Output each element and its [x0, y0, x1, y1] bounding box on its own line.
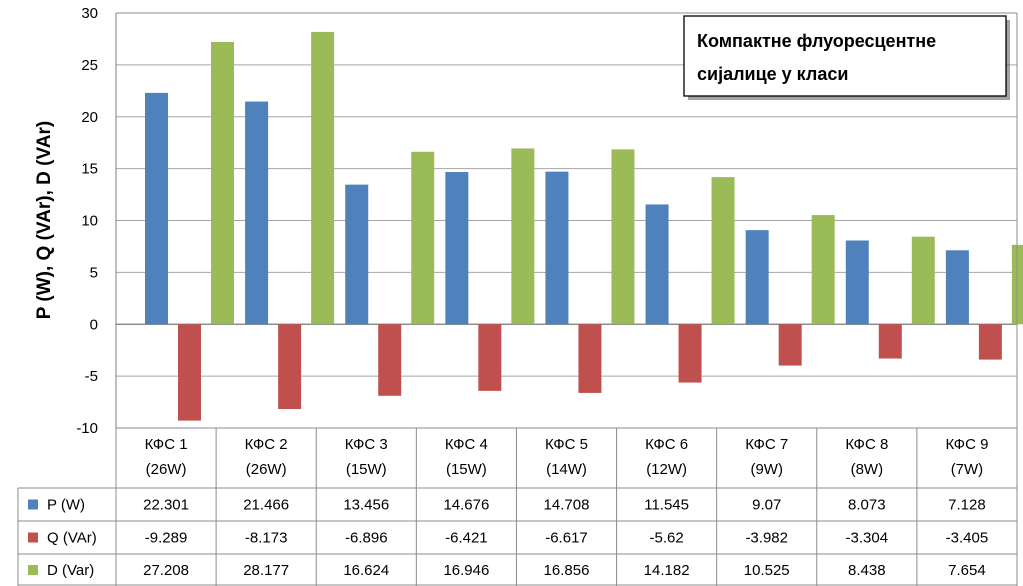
bar-p	[545, 171, 569, 325]
bar-p	[645, 204, 669, 325]
data-label: -8.173	[245, 530, 288, 547]
x-tick-label: КФС 6	[645, 436, 688, 453]
bar-q	[478, 324, 502, 391]
bar-d	[511, 148, 535, 325]
x-tick-label: (7W)	[951, 461, 984, 478]
x-tick-label: (26W)	[246, 461, 287, 478]
x-tick-label: (9W)	[750, 461, 783, 478]
y-tick-label: 0	[90, 316, 98, 333]
x-tick-label: КФС 9	[945, 436, 988, 453]
legend-label: P (W)	[47, 497, 85, 514]
x-tick-label: КФС 3	[345, 436, 388, 453]
x-tick-label: (8W)	[851, 461, 884, 478]
data-label: 16.946	[443, 562, 489, 579]
data-label: 14.676	[443, 497, 489, 514]
x-tick-label: КФС 8	[845, 436, 888, 453]
bar-q	[678, 324, 702, 383]
x-tick-label: (26W)	[146, 461, 187, 478]
y-tick-label: -5	[85, 368, 98, 385]
x-tick-label: (14W)	[546, 461, 587, 478]
data-label: 14.182	[644, 562, 690, 579]
bar-p	[945, 250, 969, 325]
data-label: 16.624	[343, 562, 389, 579]
x-tick-label: КФС 1	[145, 436, 188, 453]
data-label: 14.708	[544, 497, 590, 514]
data-label: 11.545	[644, 497, 689, 514]
legend-label: Q (VAr)	[47, 530, 97, 547]
legend-key	[28, 499, 38, 510]
bar-q	[278, 324, 302, 410]
data-label: 13.456	[343, 497, 389, 514]
bar-d	[911, 236, 935, 325]
x-tick-label: КФС 2	[245, 436, 288, 453]
bar-q	[878, 324, 902, 359]
data-label: 10.525	[744, 562, 790, 579]
y-tick-label: 10	[81, 213, 98, 230]
data-label: 27.208	[143, 562, 189, 579]
x-tick-label: (12W)	[646, 461, 687, 478]
y-tick-label: 15	[81, 161, 98, 178]
legend-key	[28, 532, 38, 543]
data-label: -6.421	[445, 530, 488, 547]
x-tick-label: КФС 4	[445, 436, 488, 453]
data-label: 7.128	[948, 497, 986, 514]
data-label: -3.982	[745, 530, 788, 547]
data-label: 16.856	[544, 562, 590, 579]
legend-key	[28, 565, 38, 575]
data-label: -5.62	[650, 530, 684, 547]
bar-p	[245, 101, 269, 325]
chart-title-line-1: Компактне флуоресцентне	[697, 31, 936, 51]
bar-q	[378, 324, 402, 396]
data-label: -6.617	[545, 530, 588, 547]
y-tick-label: 5	[90, 264, 98, 281]
x-tick-label: (15W)	[446, 461, 487, 478]
data-label: 28.177	[243, 562, 289, 579]
title-box-frame	[683, 15, 1007, 97]
y-tick-label: -10	[76, 420, 98, 437]
bar-d	[611, 149, 635, 325]
data-label: 9.07	[752, 497, 781, 514]
data-label: -3.304	[846, 530, 889, 547]
y-axis-label: P (W), Q (VAr), D (VAr)	[34, 121, 55, 319]
x-tick-label: КФС 7	[745, 436, 788, 453]
bar-p	[345, 184, 369, 325]
bars	[145, 31, 1023, 421]
data-label: -9.289	[145, 530, 188, 547]
bar-p	[145, 92, 168, 325]
chart-title-box: Компактне флуоресцентне сијалице у класи	[683, 15, 1010, 100]
y-tick-label: 25	[81, 57, 98, 74]
y-tick-label: 20	[81, 109, 98, 126]
data-label: 22.301	[143, 497, 189, 514]
y-tick-label: 30	[81, 5, 98, 22]
data-label: 8.438	[848, 562, 886, 579]
legend-label: D (Var)	[47, 562, 94, 579]
data-label: -6.896	[345, 530, 388, 547]
bar-q	[578, 324, 602, 393]
bar-p	[745, 230, 769, 325]
bar-q	[978, 324, 1002, 360]
bar-d	[211, 41, 234, 325]
data-label: -3.405	[946, 530, 989, 547]
bar-p	[845, 240, 869, 325]
bar-p	[445, 171, 469, 325]
bar-d	[411, 151, 435, 325]
bar-q	[178, 324, 201, 421]
data-label: 7.654	[948, 562, 986, 579]
bar-q	[778, 324, 802, 366]
data-table: КФС 1 (26W) КФС 2 (26W) КФС 3 (15W) КФС 4 (15W)…	[17, 12, 1018, 586]
chart-title-line-2: сијалице у класи	[697, 64, 848, 84]
bar-d	[811, 215, 835, 325]
bar-d	[311, 31, 335, 325]
x-tick-label: КФС 5	[545, 436, 588, 453]
x-tick-label: (15W)	[346, 461, 387, 478]
data-label: 8.073	[848, 497, 886, 514]
data-label: 21.466	[243, 497, 289, 514]
bar-d	[711, 177, 735, 325]
